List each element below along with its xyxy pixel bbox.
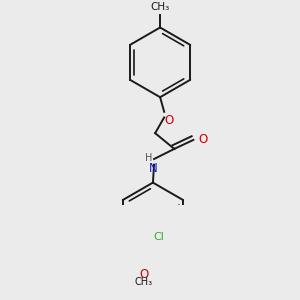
Text: O: O xyxy=(139,268,148,281)
Text: Cl: Cl xyxy=(153,232,164,242)
Text: O: O xyxy=(165,114,174,127)
Text: N: N xyxy=(149,162,158,175)
Text: CH₃: CH₃ xyxy=(135,277,153,287)
Text: H: H xyxy=(145,153,153,163)
Text: CH₃: CH₃ xyxy=(151,2,170,12)
Text: O: O xyxy=(198,133,208,146)
